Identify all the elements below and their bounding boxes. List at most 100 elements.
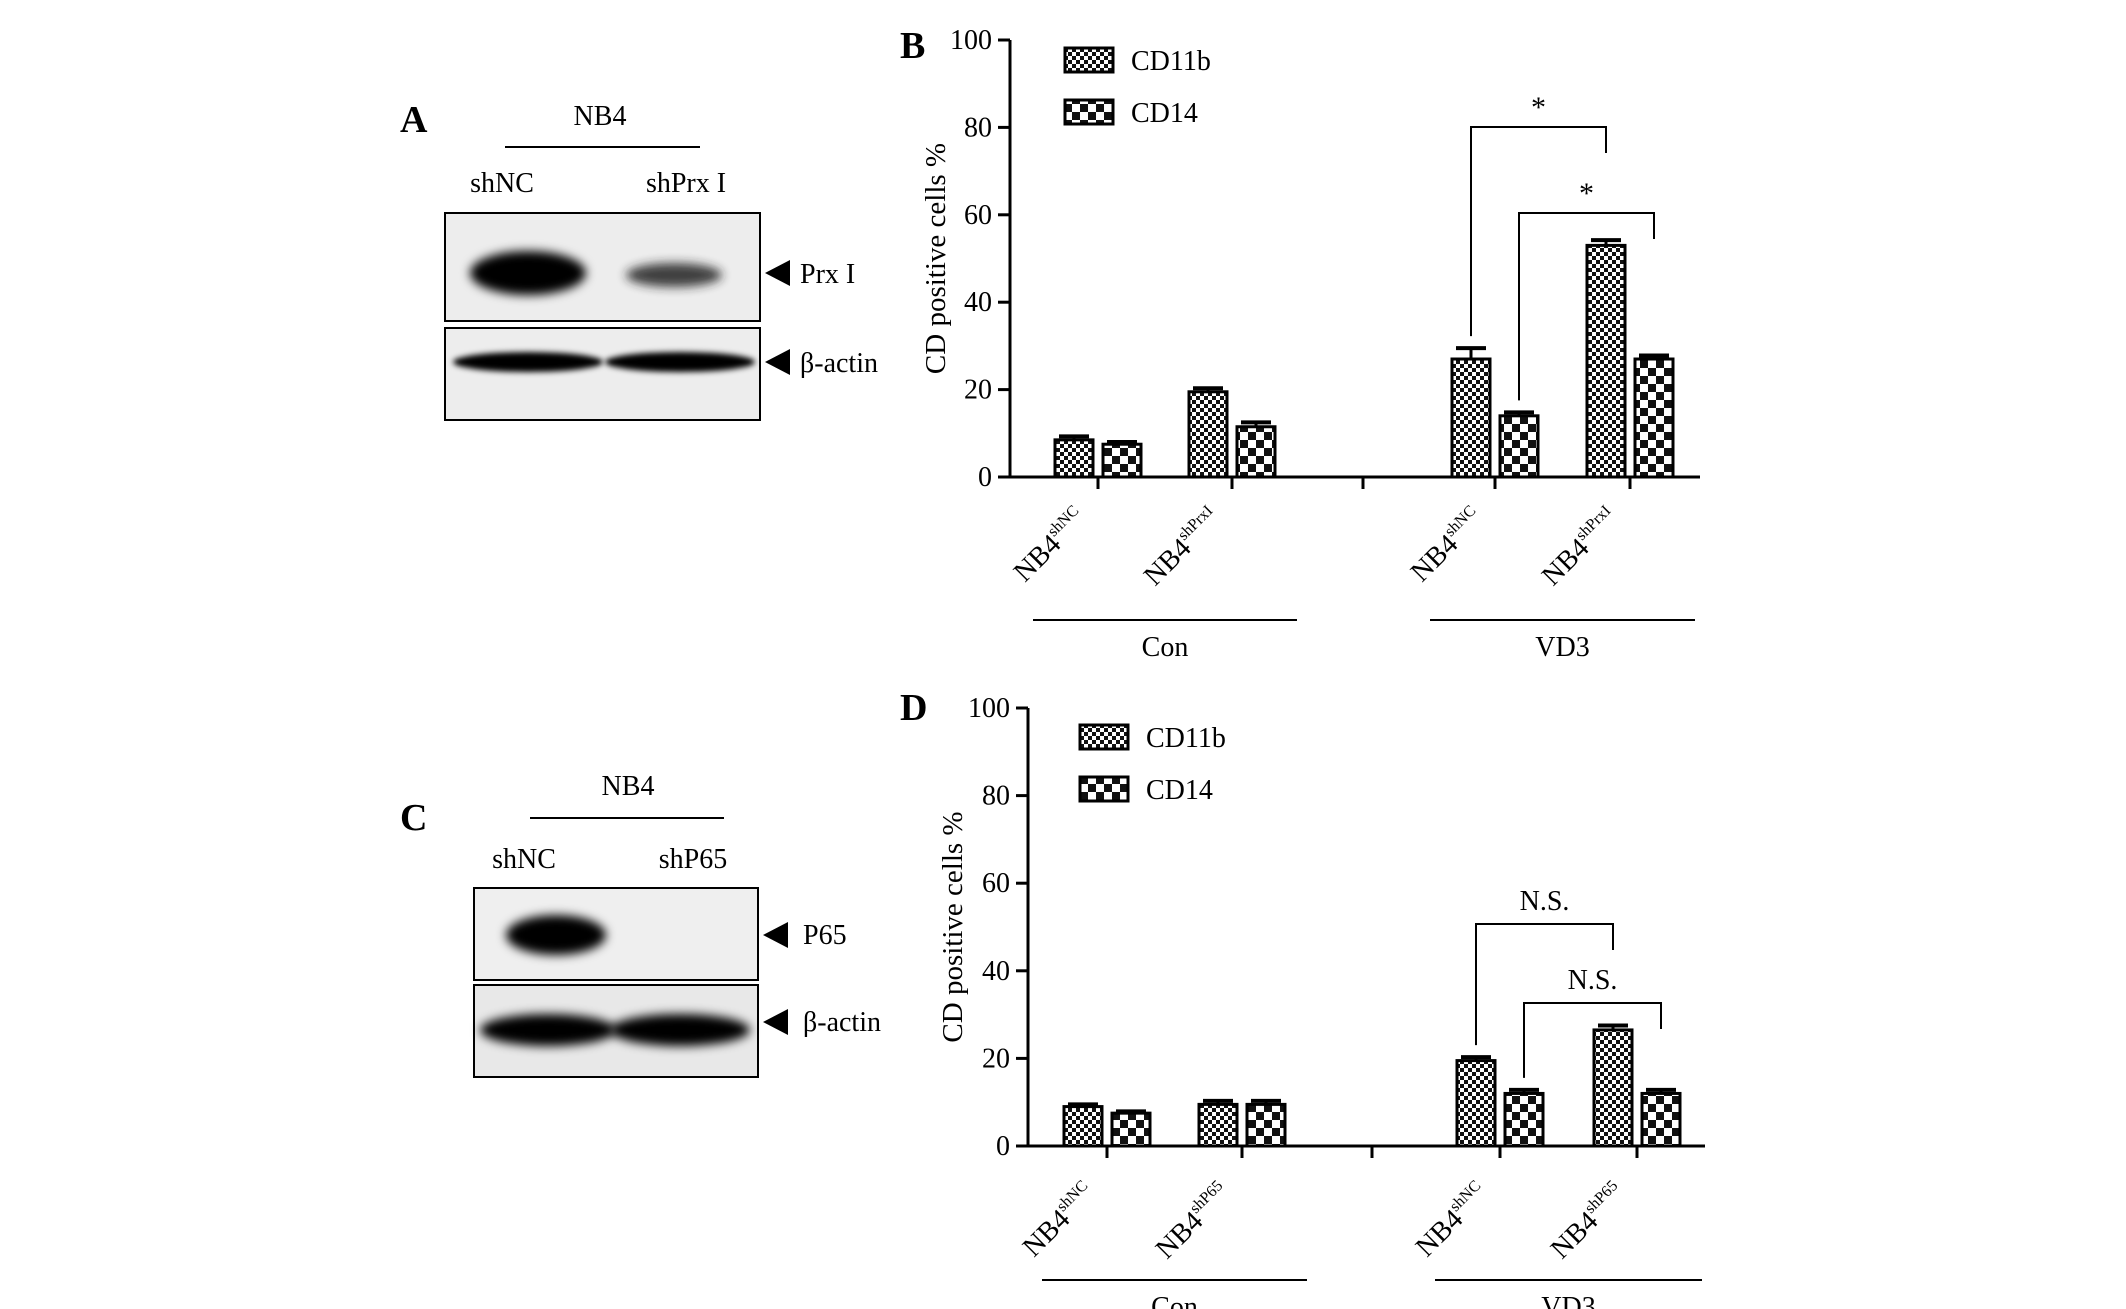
band-a-actin-shnc — [453, 352, 603, 372]
band-c-p65-shnc — [506, 915, 606, 955]
legend-label: CD14 — [1146, 775, 1213, 806]
band-label-2: β-actin — [803, 1007, 881, 1038]
bar-cd14 — [1110, 1111, 1152, 1148]
chart-d: D 0 20 40 60 80 100 CD positive cells % NB4shNC… — [900, 687, 1705, 1309]
y-tick-label: 80 — [964, 112, 992, 143]
category-label-sup: shP65 — [1187, 1177, 1227, 1217]
band-label-2: β-actin — [800, 348, 878, 379]
blot-bands-1 — [470, 251, 722, 295]
bar-cd11b — [1197, 1102, 1239, 1148]
lane-label-1: shNC — [470, 168, 534, 199]
panel-c: C NB4 shNC shP65 P65 β-actin — [400, 771, 881, 1078]
band-c-actin-shnc — [480, 1014, 616, 1046]
blot-bands-2 — [453, 352, 755, 372]
y-tick-label: 100 — [968, 693, 1010, 724]
blot-bands-2 — [480, 1014, 750, 1046]
bar-cd14 — [1640, 1091, 1682, 1148]
y-axis-label: CD positive cells % — [920, 143, 952, 374]
arrow-icon — [763, 1009, 788, 1035]
y-tick-label: 40 — [964, 287, 992, 318]
chart-b: B 0 20 40 60 80 100 CD positive cells % NB4shNC… — [900, 25, 1700, 663]
band-c-actin-shp65 — [610, 1014, 750, 1046]
bar-cd11b — [1450, 357, 1492, 479]
significance-bracket — [1518, 212, 1655, 401]
panel-letter-d: D — [900, 687, 927, 729]
y-tick-label: 40 — [982, 956, 1010, 987]
lane-label-1: shNC — [492, 844, 556, 875]
bar-cd11b — [1062, 1105, 1104, 1148]
legend-label: CD11b — [1146, 723, 1226, 754]
significance-label: N.S. — [1520, 886, 1570, 917]
lane-label-2: shP65 — [659, 844, 727, 875]
y-tick-label: 80 — [982, 781, 1010, 812]
bar-cd11b — [1455, 1059, 1497, 1148]
category-label: NB4shPrxI — [1535, 502, 1625, 592]
legend-label: CD14 — [1131, 98, 1198, 129]
legend-swatch — [1063, 46, 1115, 74]
lane-label-2: shPrx I — [646, 168, 726, 199]
y-tick-label: 20 — [982, 1043, 1010, 1074]
legend-swatch — [1078, 775, 1130, 803]
category-label-sup: shNC — [1447, 1177, 1485, 1215]
legend-label: CD11b — [1131, 46, 1211, 77]
category-label-sup: shPrxI — [1175, 502, 1217, 544]
arrow-icon — [763, 922, 788, 948]
category-label-sup: shNC — [1442, 502, 1480, 540]
category-label-sup: shP65 — [1582, 1177, 1622, 1217]
y-tick-label: 100 — [950, 25, 992, 56]
category-label: NB4shNC — [1404, 502, 1490, 588]
bar-cd14 — [1498, 414, 1540, 479]
arrow-icon — [765, 260, 790, 286]
significance-label: * — [1531, 91, 1546, 124]
band-label-1: Prx I — [800, 259, 855, 290]
panel-letter-a: A — [400, 99, 428, 141]
legend-swatch — [1063, 98, 1115, 126]
bar-cd14 — [1245, 1102, 1287, 1148]
band-a-actin-shprx — [605, 352, 755, 372]
band-a-prxi-shnc — [470, 251, 586, 295]
legend-swatch — [1078, 723, 1130, 751]
blot-box-2 — [444, 327, 761, 421]
bar-cd14 — [1633, 357, 1675, 479]
category-label: NB4shNC — [1016, 1177, 1102, 1263]
significance-bracket — [1470, 126, 1607, 337]
group-label: Con — [1151, 1292, 1198, 1309]
y-tick-label: 0 — [996, 1131, 1010, 1162]
bar-cd11b — [1585, 243, 1627, 479]
category-label-sup: shNC — [1054, 1177, 1092, 1215]
category-label: NB4shP65 — [1149, 1177, 1237, 1265]
y-tick-label: 60 — [982, 868, 1010, 899]
bar-cd11b — [1187, 390, 1229, 479]
band-label-1: P65 — [803, 920, 847, 951]
panel-letter-c: C — [400, 797, 427, 839]
group-label: Con — [1142, 632, 1189, 663]
significance-label: * — [1579, 177, 1594, 210]
group-label: VD3 — [1541, 1292, 1595, 1309]
arrow-icon — [765, 349, 790, 375]
group-label: VD3 — [1535, 632, 1589, 663]
significance-bracket — [1475, 923, 1614, 1046]
bar-cd14 — [1101, 442, 1143, 479]
category-label: NB4shP65 — [1544, 1177, 1632, 1265]
cell-line-label: NB4 — [602, 771, 655, 802]
panel-a: A NB4 shNC shPrx I Prx I β-actin — [400, 99, 878, 421]
bar-cd14 — [1235, 425, 1277, 479]
category-label: NB4shPrxI — [1137, 502, 1227, 592]
cell-line-label: NB4 — [574, 101, 627, 132]
band-a-prxi-shprx — [626, 263, 722, 287]
bar-cd11b — [1053, 438, 1095, 479]
category-label: NB4shNC — [1007, 502, 1093, 588]
bar-cd11b — [1592, 1028, 1634, 1148]
y-tick-label: 60 — [964, 200, 992, 231]
category-label-sup: shNC — [1045, 502, 1083, 540]
blot-bands-1 — [506, 915, 606, 955]
category-label: NB4shNC — [1409, 1177, 1495, 1263]
significance-bracket — [1523, 1002, 1662, 1078]
y-axis-label: CD positive cells % — [937, 811, 969, 1042]
y-tick-label: 20 — [964, 375, 992, 406]
y-tick-label: 0 — [978, 462, 992, 493]
bar-cd14 — [1503, 1091, 1545, 1148]
panel-letter-b: B — [900, 25, 925, 67]
significance-label: N.S. — [1568, 965, 1618, 996]
